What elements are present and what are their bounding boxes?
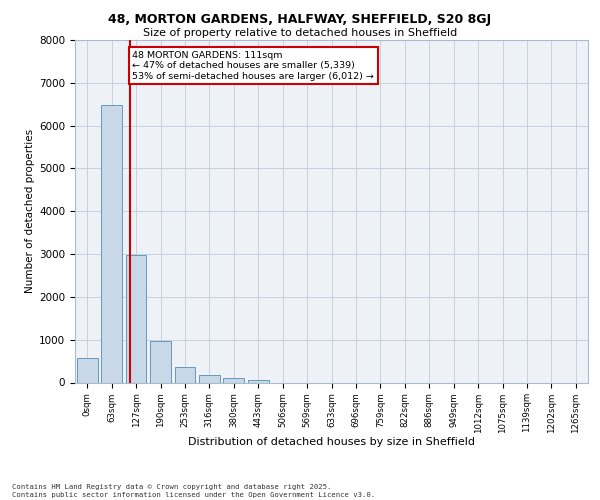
Y-axis label: Number of detached properties: Number of detached properties	[25, 129, 35, 294]
Text: 48 MORTON GARDENS: 111sqm
← 47% of detached houses are smaller (5,339)
53% of se: 48 MORTON GARDENS: 111sqm ← 47% of detac…	[133, 50, 374, 80]
Bar	[150, 342, 171, 382]
Bar	[101, 105, 122, 382]
X-axis label: Distribution of detached houses by size in Sheffield: Distribution of detached houses by size …	[188, 437, 475, 447]
Text: Size of property relative to detached houses in Sheffield: Size of property relative to detached ho…	[143, 28, 457, 38]
Bar	[77, 358, 98, 382]
Text: Contains HM Land Registry data © Crown copyright and database right 2025.
Contai: Contains HM Land Registry data © Crown c…	[12, 484, 375, 498]
Text: 48, MORTON GARDENS, HALFWAY, SHEFFIELD, S20 8GJ: 48, MORTON GARDENS, HALFWAY, SHEFFIELD, …	[109, 12, 491, 26]
Bar	[223, 378, 244, 382]
Bar	[199, 375, 220, 382]
Bar	[175, 367, 196, 382]
Bar	[248, 380, 269, 382]
Bar	[125, 255, 146, 382]
